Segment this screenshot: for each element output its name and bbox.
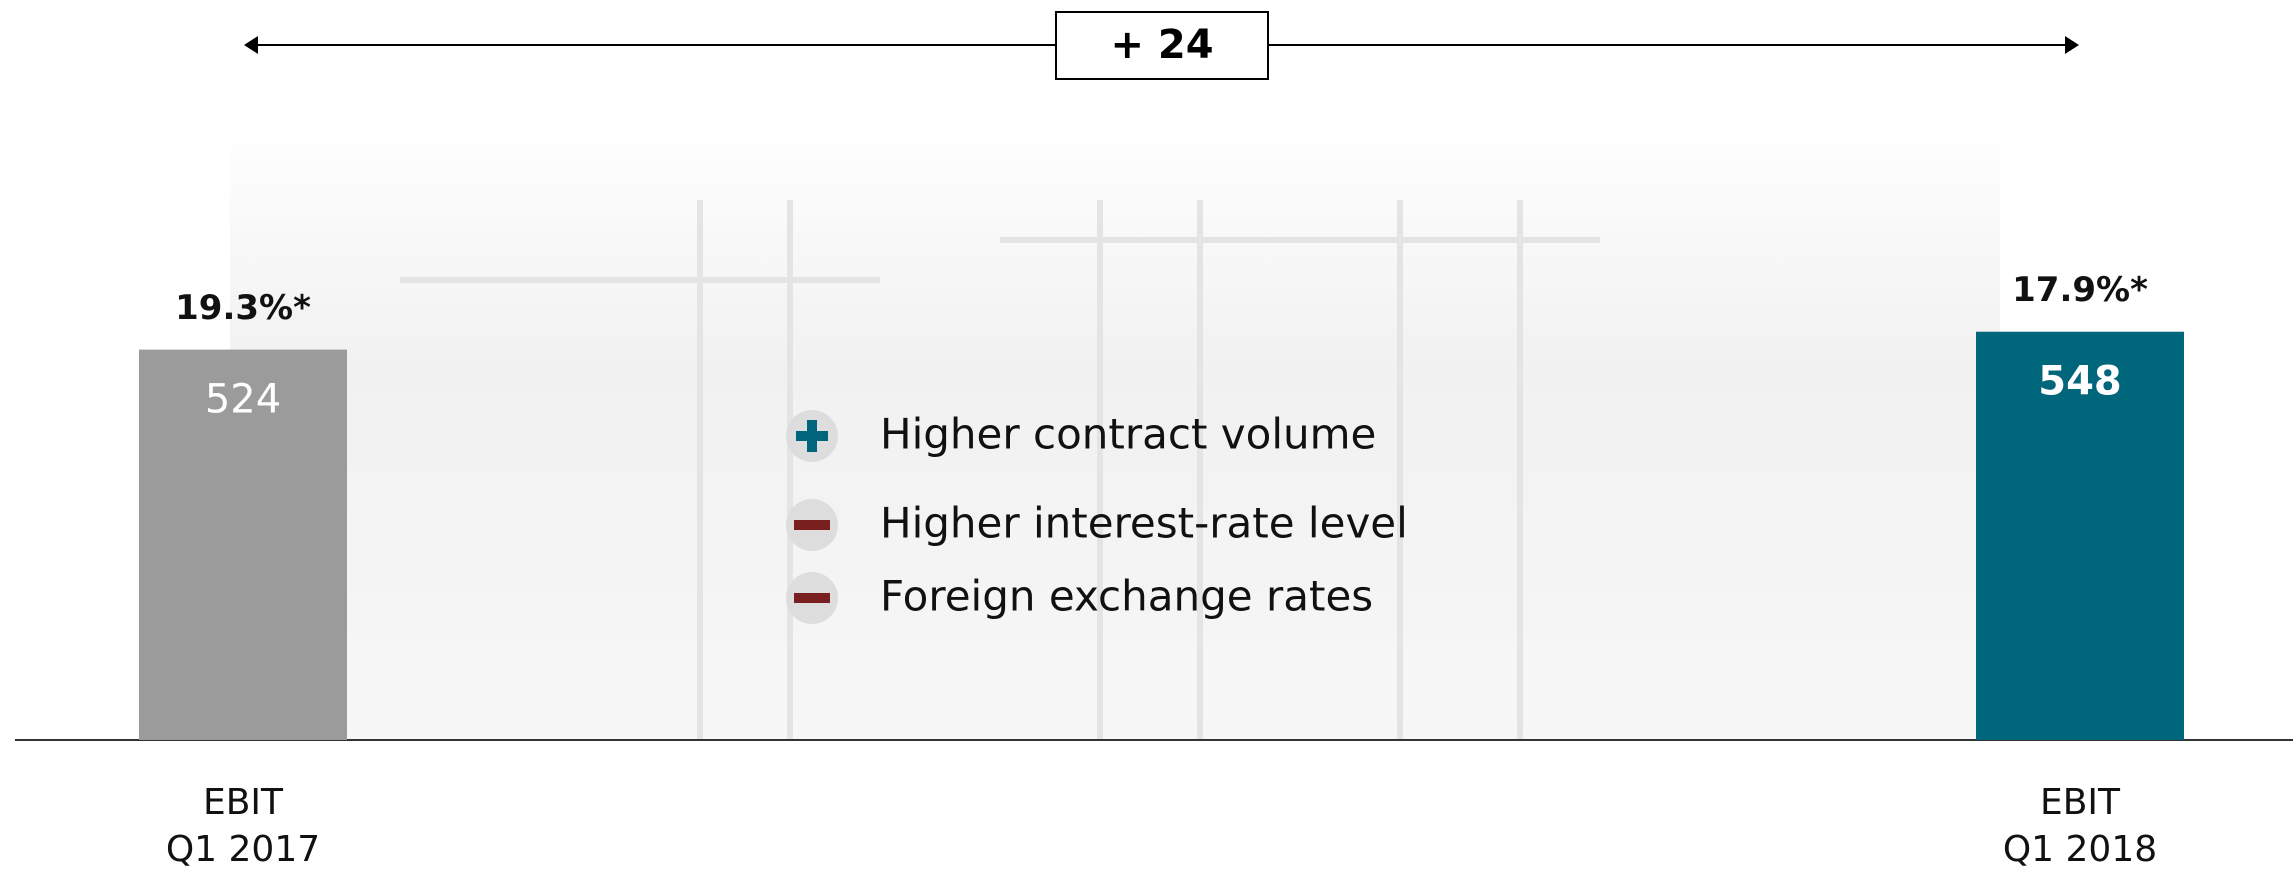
value-label: 548 [2038, 359, 2122, 405]
difference-label: + 24 [1110, 22, 1213, 68]
factor-label: Higher contract volume [880, 410, 1376, 459]
value-label: 524 [205, 377, 281, 423]
bar [139, 349, 347, 740]
photo-shapes [400, 200, 1600, 740]
difference-box [1055, 11, 1269, 80]
background-photo [230, 120, 2000, 740]
factor-label: Foreign exchange rates [880, 572, 1373, 621]
category-label: EBIT [2040, 782, 2121, 823]
category-label: EBIT [203, 782, 284, 823]
factor-icons [786, 410, 838, 624]
bar [1976, 331, 2184, 740]
margin-label: 19.3%* [175, 288, 311, 328]
category-label: Q1 2017 [166, 829, 320, 870]
arrow-head [244, 36, 258, 54]
margin-label: 17.9%* [2012, 270, 2148, 310]
factor-label: Higher interest-rate level [880, 499, 1408, 548]
category-label: Q1 2018 [2003, 829, 2157, 870]
arrow-head [2065, 36, 2079, 54]
